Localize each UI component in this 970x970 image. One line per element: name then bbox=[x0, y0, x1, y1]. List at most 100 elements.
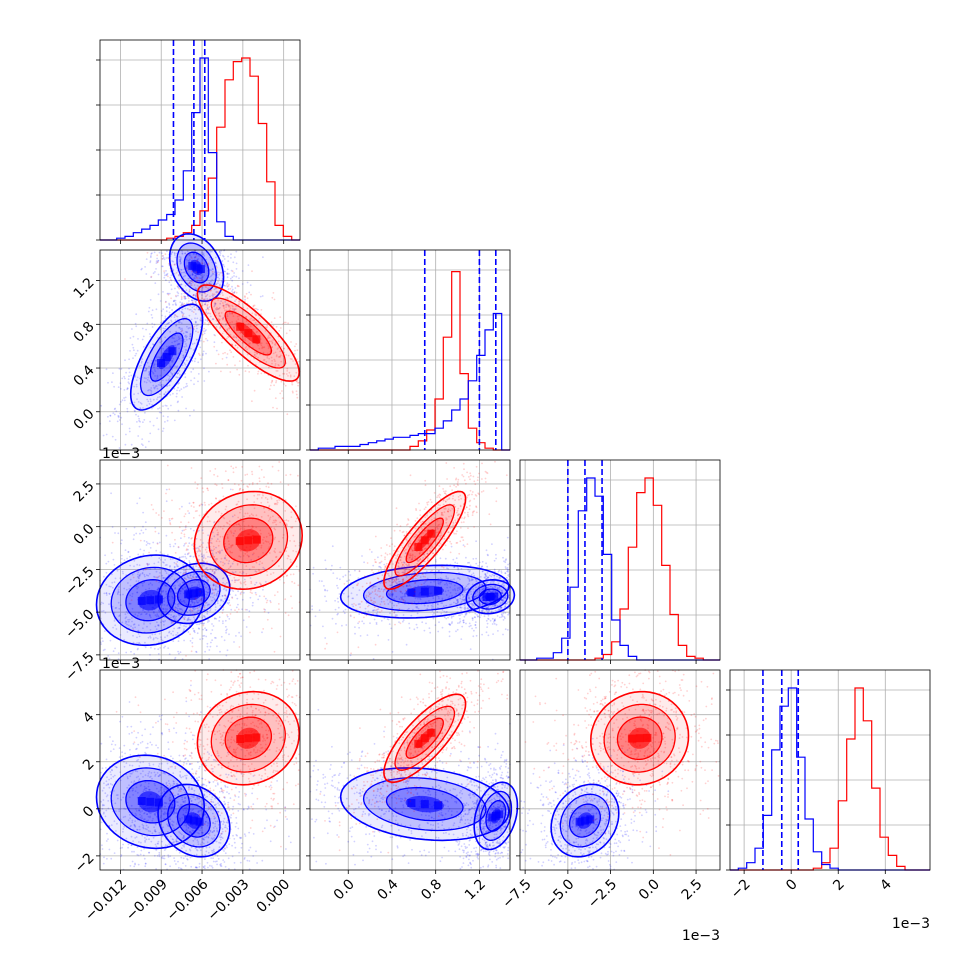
scatter-point bbox=[278, 578, 281, 581]
scatter-point bbox=[219, 254, 222, 257]
scatter-point bbox=[161, 430, 164, 432]
scatter-point bbox=[456, 628, 459, 631]
scatter-point bbox=[211, 587, 214, 590]
scatter-point bbox=[161, 257, 164, 260]
scatter-point bbox=[193, 383, 195, 386]
scatter-point bbox=[178, 256, 181, 258]
scatter-point bbox=[119, 412, 121, 415]
scatter-point bbox=[177, 274, 180, 276]
scatter-point bbox=[169, 543, 171, 546]
scatter-point bbox=[105, 368, 108, 371]
scatter-point bbox=[197, 308, 200, 311]
scatter-point bbox=[188, 281, 191, 284]
scatter-point bbox=[504, 617, 506, 620]
scatter-point bbox=[186, 269, 189, 272]
scatter-point bbox=[135, 352, 138, 355]
scatter-point bbox=[138, 377, 141, 380]
scatter-point bbox=[247, 364, 249, 367]
scatter-point bbox=[194, 569, 196, 572]
scatter-point bbox=[185, 382, 188, 385]
scatter-point bbox=[504, 612, 507, 614]
scatter-point bbox=[231, 308, 234, 310]
scatter-point bbox=[369, 622, 371, 625]
scatter-point bbox=[286, 574, 289, 577]
density-cell bbox=[235, 537, 244, 546]
scatter-point bbox=[135, 313, 138, 316]
scatter-point bbox=[199, 274, 202, 277]
scatter-point bbox=[142, 511, 145, 514]
scatter-point bbox=[179, 259, 181, 261]
scatter-point bbox=[123, 389, 126, 391]
scatter-point bbox=[184, 297, 187, 300]
scatter-point bbox=[141, 327, 144, 330]
scatter-point bbox=[204, 602, 207, 604]
scatter-point bbox=[156, 261, 159, 264]
scatter-point bbox=[168, 618, 171, 621]
scatter-point bbox=[366, 634, 369, 636]
scatter-point bbox=[497, 606, 499, 609]
scatter-point bbox=[172, 274, 175, 277]
scatter-point bbox=[177, 286, 180, 289]
scatter-point bbox=[145, 273, 148, 275]
scatter-point bbox=[236, 285, 239, 288]
scatter-point bbox=[218, 251, 221, 253]
scatter-point bbox=[187, 266, 190, 268]
scatter-point bbox=[227, 288, 230, 290]
scatter-point bbox=[503, 549, 506, 552]
scatter-point bbox=[408, 622, 410, 625]
scatter-point bbox=[132, 335, 135, 338]
scatter-point bbox=[228, 633, 230, 636]
scatter-point bbox=[183, 295, 186, 298]
scatter-point bbox=[171, 260, 174, 262]
scatter-point bbox=[180, 283, 183, 286]
scatter-point bbox=[179, 651, 182, 654]
scatter-point bbox=[331, 617, 334, 620]
scatter-point bbox=[148, 440, 150, 443]
scatter-point bbox=[210, 250, 213, 253]
subplot-1-1 bbox=[306, 249, 511, 454]
scatter-point bbox=[143, 346, 145, 348]
scatter-point bbox=[279, 327, 282, 329]
scatter-point bbox=[500, 616, 503, 618]
scatter-point bbox=[222, 352, 225, 355]
scatter-point bbox=[181, 253, 184, 255]
scatter-point bbox=[131, 343, 134, 346]
scatter-point bbox=[172, 621, 174, 624]
scatter-point bbox=[155, 580, 158, 583]
scatter-point bbox=[506, 536, 509, 539]
scatter-point bbox=[166, 419, 169, 422]
scatter-point bbox=[208, 282, 211, 284]
scatter-point bbox=[199, 346, 202, 349]
scatter-point bbox=[180, 521, 182, 524]
scatter-point bbox=[211, 268, 214, 271]
scatter-point bbox=[270, 482, 273, 485]
scatter-point bbox=[190, 284, 193, 287]
scatter-point bbox=[217, 280, 220, 283]
scatter-point bbox=[274, 594, 276, 597]
scatter-point bbox=[246, 297, 249, 300]
scatter-point bbox=[507, 574, 509, 577]
scatter-point bbox=[273, 384, 275, 387]
scatter-point bbox=[357, 622, 359, 625]
scatter-point bbox=[214, 603, 217, 606]
scatter-point bbox=[151, 322, 154, 325]
scatter-point bbox=[273, 317, 276, 319]
scatter-point bbox=[284, 384, 287, 387]
scatter-point bbox=[239, 593, 242, 596]
scatter-point bbox=[183, 386, 185, 389]
scatter-point bbox=[205, 597, 207, 599]
scatter-point bbox=[322, 625, 324, 628]
scatter-point bbox=[189, 281, 191, 284]
scatter-point bbox=[261, 295, 264, 297]
scatter-point bbox=[181, 302, 184, 304]
scatter-point bbox=[195, 288, 198, 290]
scatter-point bbox=[248, 371, 251, 373]
scatter-point bbox=[221, 341, 223, 344]
scatter-point bbox=[246, 473, 249, 476]
scatter-point bbox=[230, 608, 233, 611]
scatter-point bbox=[205, 352, 207, 355]
scatter-point bbox=[449, 624, 451, 626]
scatter-point bbox=[200, 312, 203, 315]
scatter-point bbox=[276, 407, 278, 410]
scatter-point bbox=[233, 256, 236, 259]
